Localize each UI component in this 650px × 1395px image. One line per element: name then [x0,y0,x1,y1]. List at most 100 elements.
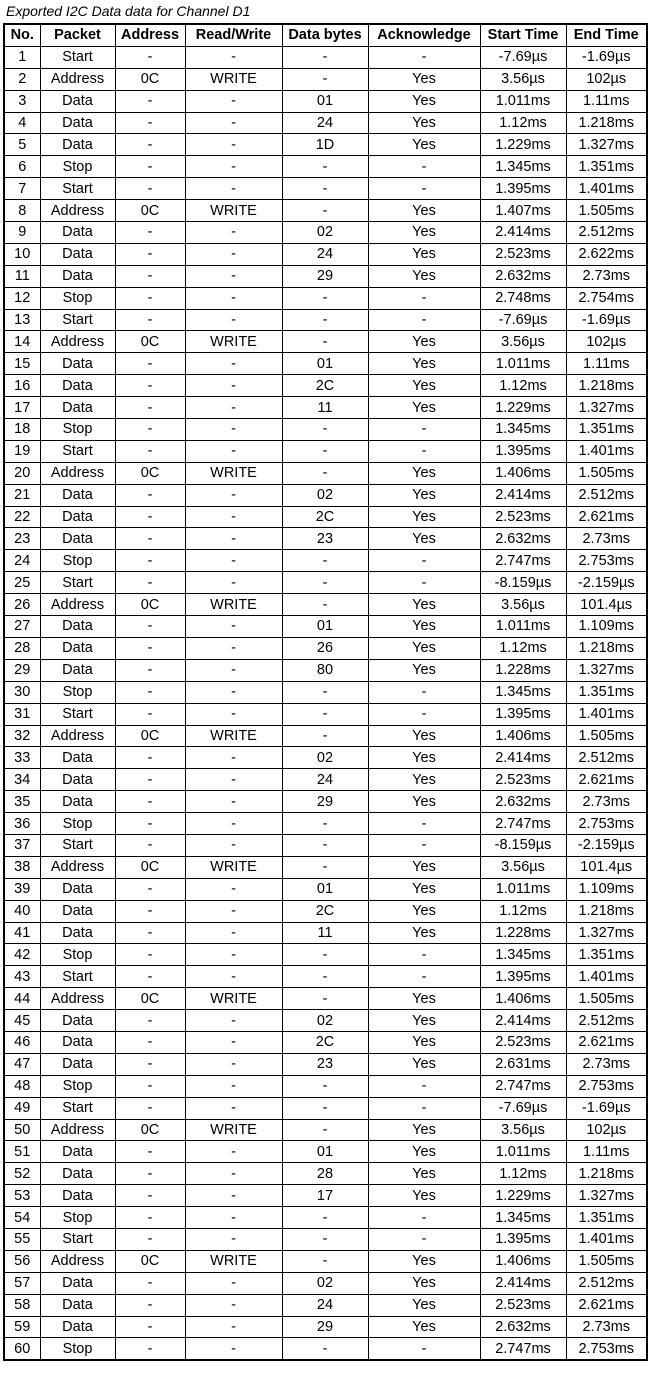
cell-start-time: 1.228ms [479,921,567,945]
cell-end-time: 1.218ms [565,374,648,398]
cell-end-time: 1.109ms [565,877,648,901]
cell-start-time: 2.414ms [479,221,567,244]
cell-packet: Data [39,111,116,135]
cell-start-time: 2.414ms [479,746,567,770]
cell-no: 57 [3,1271,41,1295]
cell-start-time: 1.229ms [479,133,567,157]
cell-start-time: 2.631ms [479,1052,567,1076]
cell-packet: Data [39,221,116,244]
cell-address: - [114,615,186,638]
cell-no: 29 [3,658,41,682]
cell-data-bytes: 2C [281,1030,369,1054]
cell-packet: Data [39,133,116,157]
cell-end-time: 1.351ms [565,943,648,967]
table-row: 47 Data - -23 Yes 2.631ms 2.73ms [3,1052,648,1076]
cell-read-write: - [184,1315,283,1339]
cell-address: - [114,111,186,135]
cell-packet: Data [39,1293,116,1317]
cell-packet: Data [39,636,116,660]
table-row: 31 Start - - - -1.395ms 1.401ms [3,702,648,726]
cell-no: 28 [3,636,41,660]
cell-data-bytes: - [281,855,369,879]
cell-end-time: 101.4µs [565,855,648,879]
cell-data-bytes: 02 [281,746,369,770]
cell-address: - [114,943,186,967]
cell-data-bytes: 2C [281,505,369,529]
cell-packet: Data [39,1052,116,1076]
cell-end-time: 2.753ms [565,812,648,835]
cell-address: 0C [114,199,186,223]
cell-address: - [114,1315,186,1339]
cell-read-write: - [184,352,283,376]
table-row: 29 Data - -80 Yes 1.228ms 1.327ms [3,658,648,682]
cell-end-time: 1.505ms [565,1249,648,1273]
cell-data-bytes: - [281,593,369,617]
cell-packet: Address [39,330,116,354]
cell-read-write: - [184,1162,283,1186]
table-row: 24 Stop - - - -2.747ms 2.753ms [3,549,648,573]
cell-packet: Stop [39,1337,116,1361]
cell-address: - [114,286,186,310]
cell-data-bytes: 29 [281,1315,369,1339]
cell-address: - [114,527,186,551]
cell-read-write: WRITE [184,461,283,485]
cell-read-write: - [184,1140,283,1164]
cell-start-time: 2.414ms [479,1271,567,1295]
cell-packet: Stop [39,155,116,179]
cell-end-time: 102µs [565,67,648,91]
cell-no: 33 [3,746,41,770]
cell-packet: Start [39,177,116,201]
cell-no: 17 [3,396,41,420]
cell-packet: Data [39,483,116,507]
cell-address: - [114,221,186,244]
table-row: 54 Stop - - - -1.345ms 1.351ms [3,1206,648,1229]
cell-end-time: 2.621ms [565,1030,648,1054]
cell-read-write: - [184,505,283,529]
cell-start-time: 3.56µs [479,593,567,617]
table-row: 25 Start - - - - -8.159µs -2.159µs [3,571,648,595]
cell-no: 18 [3,418,41,441]
cell-start-time: 2.523ms [479,1293,567,1317]
cell-acknowledge: Yes [367,1162,481,1186]
cell-start-time: 2.632ms [479,527,567,551]
cell-end-time: -2.159µs [565,833,648,857]
cell-acknowledge: - [367,943,481,967]
cell-address: 0C [114,724,186,748]
cell-no: 38 [3,855,41,879]
cell-end-time: 2.512ms [565,483,648,507]
cell-start-time: 1.395ms [479,177,567,201]
cell-acknowledge: Yes [367,374,481,398]
cell-data-bytes: 11 [281,396,369,420]
cell-start-time: 1.229ms [479,396,567,420]
cell-end-time: 2.621ms [565,1293,648,1317]
column-header-start-time: Start Time [479,23,567,47]
cell-address: - [114,1140,186,1164]
cell-no: 26 [3,593,41,617]
cell-packet: Data [39,877,116,901]
table-row: 48 Stop - - - -2.747ms 2.753ms [3,1074,648,1098]
cell-end-time: 2.621ms [565,768,648,792]
cell-address: - [114,242,186,266]
cell-packet: Data [39,1184,116,1208]
cell-data-bytes: - [281,67,369,91]
table-row: 1 Start - - - - -7.69µs -1.69µs [3,45,648,69]
cell-no: 53 [3,1184,41,1208]
cell-end-time: 1.218ms [565,636,648,660]
table-row: 4 Data - -24 Yes 1.12ms 1.218ms [3,111,648,135]
cell-no: 22 [3,505,41,529]
cell-acknowledge: - [367,965,481,989]
cell-start-time: 1.12ms [479,1162,567,1186]
cell-data-bytes: 24 [281,242,369,266]
cell-acknowledge: Yes [367,1315,481,1339]
cell-acknowledge: Yes [367,987,481,1011]
cell-data-bytes: - [281,286,369,310]
cell-packet: Stop [39,1074,116,1098]
cell-address: - [114,899,186,923]
cell-end-time: 2.73ms [565,1052,648,1076]
table-row: 10 Data - -24 Yes 2.523ms 2.622ms [3,242,648,266]
cell-end-time: 1.327ms [565,921,648,945]
cell-packet: Data [39,527,116,551]
header-row: No. Packet Address Read/Write Data bytes Ackn… [3,23,648,47]
cell-end-time: 1.505ms [565,724,648,748]
cell-acknowledge: Yes [367,242,481,266]
